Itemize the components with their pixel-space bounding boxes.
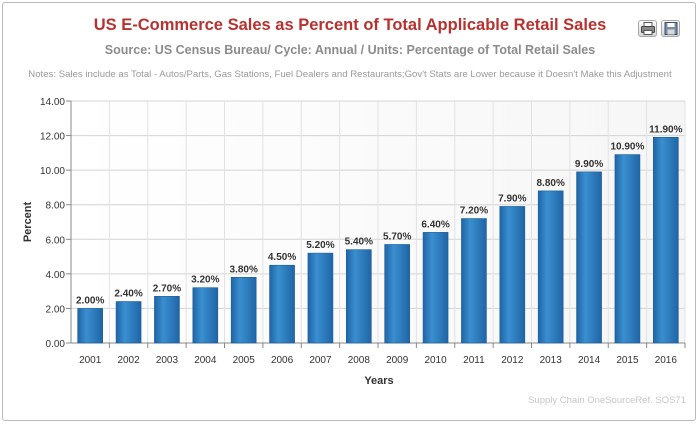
bar-data-label: 11.90% [649,124,682,135]
bar[interactable] [77,308,103,344]
export-button[interactable] [661,20,680,37]
bar-data-label: 5.40% [345,237,373,248]
x-tick-label: 2011 [463,355,485,366]
bar-data-label: 2.00% [76,295,104,306]
print-button[interactable] [638,20,657,37]
bar[interactable] [115,301,142,344]
bar-data-label: 5.20% [306,240,334,251]
y-tick-label: 14.00 [40,97,65,108]
bar-data-label: 8.80% [537,178,565,189]
x-axis-title: Years [364,375,393,387]
bar[interactable] [346,249,372,344]
y-tick-label: 4.00 [46,270,66,281]
y-tick-label: 12.00 [40,132,65,143]
bar[interactable] [269,264,295,344]
x-tick-label: 2006 [271,355,294,366]
bar[interactable] [307,252,334,344]
bar[interactable] [499,206,526,344]
bar-data-label: 2.70% [153,283,181,294]
chart-subtitle: Source: US Census Bureau/ Cycle: Annual … [104,43,596,57]
bar[interactable] [653,137,679,344]
x-tick-label: 2004 [194,355,217,366]
x-tick-label: 2007 [309,355,332,366]
bar-data-label: 5.70% [383,231,411,242]
bar[interactable] [537,190,564,344]
x-tick-label: 2013 [540,355,563,366]
chart-notes: Notes: Sales include as Total - Autos/Pa… [28,69,672,80]
bar[interactable] [384,244,410,344]
y-tick-label: 0.00 [46,339,66,350]
bar-data-label: 3.20% [191,275,219,286]
x-tick-label: 2002 [117,355,140,366]
x-tick-label: 2001 [79,355,102,366]
bar-data-label: 7.90% [498,193,526,204]
bar[interactable] [576,171,602,344]
x-tick-label: 2008 [348,355,371,366]
x-tick-label: 2003 [156,355,179,366]
bar[interactable] [461,218,487,344]
x-tick-label: 2012 [501,355,524,366]
x-tick-label: 2010 [424,355,447,366]
x-tick-label: 2015 [616,355,639,366]
chart-data-labels: 2.00% 2.40% 2.70% 3.20% 3.80% 4.50% 5.20% 5.40%… [76,124,683,306]
bar[interactable] [422,232,449,344]
x-tick-label: 2009 [386,355,409,366]
chart-tick-labels: 0.00 2.00 4.00 6.00 8.00 10.00 12.00 14.00 2001 2… [40,97,677,366]
bar[interactable] [154,296,180,344]
bar-data-label: 10.90% [610,142,644,153]
bar-data-label: 6.40% [421,219,449,230]
printer-icon [641,22,655,35]
bar[interactable] [614,154,641,344]
bar-data-label: 4.50% [268,252,296,263]
bar-data-label: 3.80% [230,264,258,275]
chart-bars [77,137,679,344]
bar[interactable] [192,287,219,344]
y-tick-label: 6.00 [46,235,66,246]
y-axis-title: Percent [22,201,34,242]
x-tick-label: 2016 [655,355,678,366]
y-tick-label: 2.00 [46,304,66,315]
bar-data-label: 7.20% [460,206,488,217]
bar-data-label: 2.40% [114,289,142,300]
chart-title: US E-Commerce Sales as Percent of Total … [93,16,607,34]
y-tick-label: 8.00 [46,201,66,212]
x-tick-label: 2005 [233,355,256,366]
x-tick-label: 2014 [578,355,601,366]
bar-data-label: 9.90% [575,159,603,170]
save-icon [664,22,678,35]
bar[interactable] [230,277,257,344]
y-tick-label: 10.00 [40,166,65,177]
credits-text: Supply Chain OneSourceRef. SOS71 [528,395,686,406]
